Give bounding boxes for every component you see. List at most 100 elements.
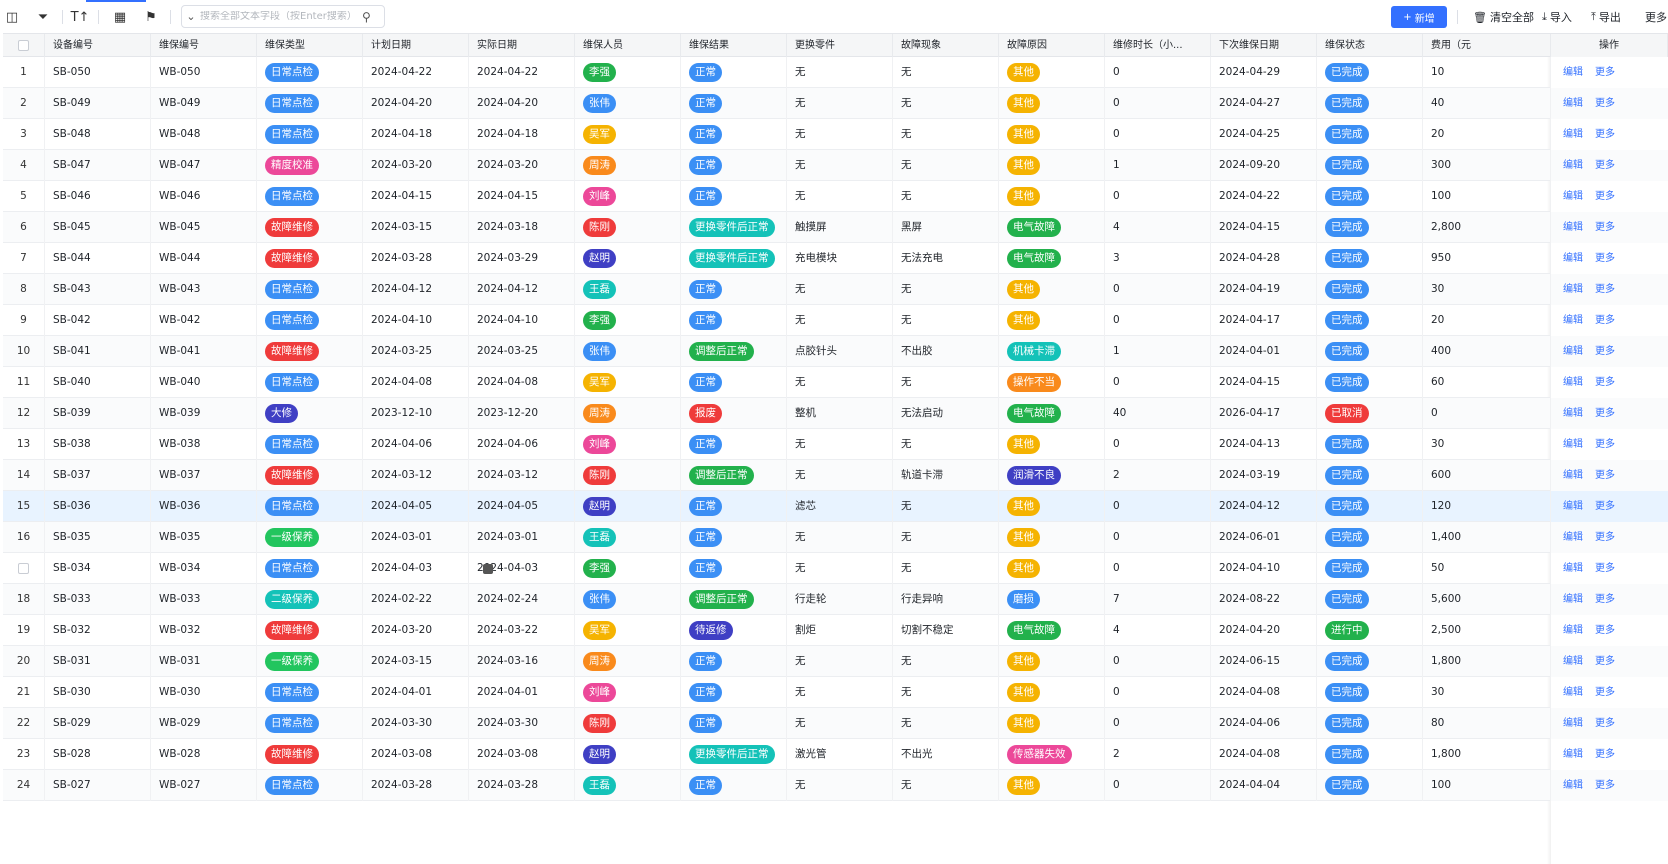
cell-cause[interactable]: 其他 bbox=[999, 119, 1105, 150]
cell-maint-type[interactable]: 日常点检 bbox=[257, 119, 363, 150]
cell-maint-type[interactable]: 日常点检 bbox=[257, 553, 363, 584]
cell-maint-no[interactable]: WB-030 bbox=[151, 677, 257, 708]
edit-link[interactable]: 编辑 bbox=[1563, 718, 1583, 729]
cell-maint-no[interactable]: WB-039 bbox=[151, 398, 257, 429]
row-index[interactable]: 15 bbox=[3, 491, 45, 522]
more-button[interactable]: 更多 bbox=[1645, 9, 1667, 25]
cell-staff[interactable]: 刘峰 bbox=[575, 677, 681, 708]
cell-next-date[interactable]: 2024-04-28 bbox=[1211, 243, 1317, 274]
cell-status[interactable]: 进行中 bbox=[1317, 615, 1423, 646]
cell-plan-date[interactable]: 2024-04-12 bbox=[363, 274, 469, 305]
cell-parts[interactable]: 无 bbox=[787, 88, 893, 119]
cell-result[interactable]: 正常 bbox=[681, 708, 787, 739]
cell-plan-date[interactable]: 2024-03-15 bbox=[363, 646, 469, 677]
cell-maint-type[interactable]: 故障维修 bbox=[257, 336, 363, 367]
cell-maint-type[interactable]: 故障维修 bbox=[257, 460, 363, 491]
cell-status[interactable]: 已完成 bbox=[1317, 57, 1423, 88]
row-index[interactable]: 4 bbox=[3, 150, 45, 181]
more-link[interactable]: 更多 bbox=[1595, 749, 1615, 760]
cell-equipment-no[interactable]: SB-030 bbox=[45, 677, 151, 708]
cell-actual-date[interactable]: 2024-03-29 bbox=[469, 243, 575, 274]
cell-cost[interactable]: 20 bbox=[1423, 119, 1551, 150]
table-row[interactable]: 2 SB-049 WB-049 日常点检 2024-04-20 2024-04-20 张伟 正… bbox=[3, 88, 1668, 119]
cell-duration[interactable]: 0 bbox=[1105, 429, 1211, 460]
column-header-symptom[interactable]: 故障现象 bbox=[893, 34, 999, 57]
form-view-icon[interactable]: ◫ bbox=[5, 9, 19, 25]
more-link[interactable]: 更多 bbox=[1595, 253, 1615, 264]
cell-staff[interactable]: 李强 bbox=[575, 305, 681, 336]
more-link[interactable]: 更多 bbox=[1595, 687, 1615, 698]
cell-result[interactable]: 正常 bbox=[681, 88, 787, 119]
more-link[interactable]: 更多 bbox=[1595, 377, 1615, 388]
cell-plan-date[interactable]: 2024-03-08 bbox=[363, 739, 469, 770]
column-header-maint-type[interactable]: 维保类型 bbox=[257, 34, 363, 57]
cell-plan-date[interactable]: 2024-04-08 bbox=[363, 367, 469, 398]
edit-link[interactable]: 编辑 bbox=[1563, 377, 1583, 388]
cell-actual-date[interactable]: 2024-04-15 bbox=[469, 181, 575, 212]
more-link[interactable]: 更多 bbox=[1595, 501, 1615, 512]
cell-result[interactable]: 正常 bbox=[681, 770, 787, 801]
cell-actual-date[interactable]: 2024-04-08 bbox=[469, 367, 575, 398]
export-button[interactable]: ⤒ 导出 bbox=[1591, 9, 1621, 25]
cell-result[interactable]: 正常 bbox=[681, 677, 787, 708]
cell-actual-date[interactable]: 2023-12-20 bbox=[469, 398, 575, 429]
cell-maint-type[interactable]: 一级保养 bbox=[257, 522, 363, 553]
cell-next-date[interactable]: 2024-04-08 bbox=[1211, 677, 1317, 708]
edit-link[interactable]: 编辑 bbox=[1563, 749, 1583, 760]
column-header-parts[interactable]: 更换零件 bbox=[787, 34, 893, 57]
cell-duration[interactable]: 0 bbox=[1105, 522, 1211, 553]
cell-next-date[interactable]: 2024-04-19 bbox=[1211, 274, 1317, 305]
cell-next-date[interactable]: 2024-04-29 bbox=[1211, 57, 1317, 88]
row-index[interactable]: 20 bbox=[3, 646, 45, 677]
cell-parts[interactable]: 无 bbox=[787, 553, 893, 584]
cell-maint-type[interactable]: 日常点检 bbox=[257, 57, 363, 88]
table-row[interactable]: 1 SB-050 WB-050 日常点检 2024-04-22 2024-04-22 李强 正… bbox=[3, 57, 1668, 88]
cell-plan-date[interactable]: 2024-04-06 bbox=[363, 429, 469, 460]
edit-link[interactable]: 编辑 bbox=[1563, 222, 1583, 233]
cell-next-date[interactable]: 2024-04-25 bbox=[1211, 119, 1317, 150]
cell-actual-date[interactable]: 2024-04-06 bbox=[469, 429, 575, 460]
cell-equipment-no[interactable]: SB-028 bbox=[45, 739, 151, 770]
more-link[interactable]: 更多 bbox=[1595, 625, 1615, 636]
cell-actual-date[interactable]: 2024-04-10 bbox=[469, 305, 575, 336]
cell-maint-no[interactable]: WB-036 bbox=[151, 491, 257, 522]
cell-cause[interactable]: 电气故障 bbox=[999, 398, 1105, 429]
cell-equipment-no[interactable]: SB-040 bbox=[45, 367, 151, 398]
cell-status[interactable]: 已完成 bbox=[1317, 491, 1423, 522]
cell-cause[interactable]: 机械卡滞 bbox=[999, 336, 1105, 367]
cell-staff[interactable]: 王磊 bbox=[575, 522, 681, 553]
cell-maint-type[interactable]: 日常点检 bbox=[257, 274, 363, 305]
cell-result[interactable]: 正常 bbox=[681, 181, 787, 212]
edit-link[interactable]: 编辑 bbox=[1563, 408, 1583, 419]
cell-next-date[interactable]: 2024-04-01 bbox=[1211, 336, 1317, 367]
more-link[interactable]: 更多 bbox=[1595, 439, 1615, 450]
search-input[interactable] bbox=[200, 11, 360, 22]
cell-plan-date[interactable]: 2024-03-28 bbox=[363, 770, 469, 801]
cell-status[interactable]: 已完成 bbox=[1317, 460, 1423, 491]
cell-actual-date[interactable]: 2024-03-30 bbox=[469, 708, 575, 739]
cell-actual-date[interactable]: 2024-04-22 bbox=[469, 57, 575, 88]
cell-maint-no[interactable]: WB-048 bbox=[151, 119, 257, 150]
cell-plan-date[interactable]: 2024-04-15 bbox=[363, 181, 469, 212]
cell-cause[interactable]: 其他 bbox=[999, 522, 1105, 553]
cell-equipment-no[interactable]: SB-038 bbox=[45, 429, 151, 460]
row-index[interactable]: 21 bbox=[3, 677, 45, 708]
cell-duration[interactable]: 1 bbox=[1105, 150, 1211, 181]
cell-next-date[interactable]: 2024-04-12 bbox=[1211, 491, 1317, 522]
cell-maint-type[interactable]: 日常点检 bbox=[257, 677, 363, 708]
cell-equipment-no[interactable]: SB-041 bbox=[45, 336, 151, 367]
cell-symptom[interactable]: 无 bbox=[893, 88, 999, 119]
cell-cost[interactable]: 950 bbox=[1423, 243, 1551, 274]
cell-cost[interactable]: 300 bbox=[1423, 150, 1551, 181]
cell-equipment-no[interactable]: SB-044 bbox=[45, 243, 151, 274]
cell-result[interactable]: 调整后正常 bbox=[681, 460, 787, 491]
cell-cost[interactable]: 40 bbox=[1423, 88, 1551, 119]
cell-equipment-no[interactable]: SB-046 bbox=[45, 181, 151, 212]
cell-staff[interactable]: 李强 bbox=[575, 57, 681, 88]
cell-staff[interactable]: 陈刚 bbox=[575, 212, 681, 243]
cell-cost[interactable]: 400 bbox=[1423, 336, 1551, 367]
cell-duration[interactable]: 0 bbox=[1105, 770, 1211, 801]
cell-maint-no[interactable]: WB-049 bbox=[151, 88, 257, 119]
edit-link[interactable]: 编辑 bbox=[1563, 191, 1583, 202]
cell-maint-type[interactable]: 精度校准 bbox=[257, 150, 363, 181]
